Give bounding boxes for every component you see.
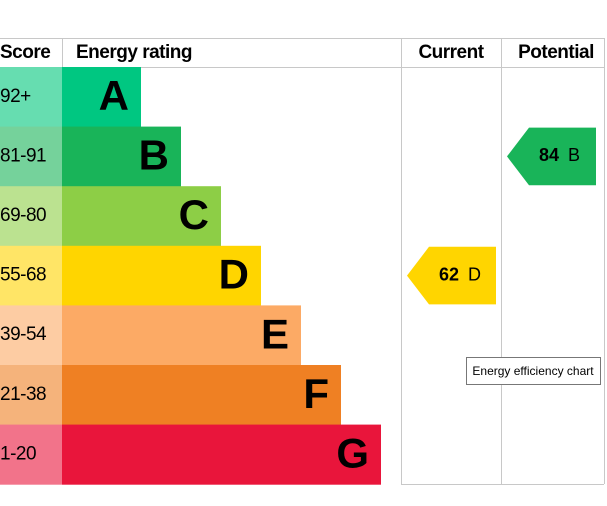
rating-letter: E	[261, 310, 289, 357]
rating-letter: B	[139, 131, 169, 178]
score-label: 1-20	[0, 443, 36, 464]
rating-bar	[62, 67, 141, 128]
potential-letter: B	[568, 145, 580, 165]
current-value: 62	[439, 264, 459, 284]
rating-letter: A	[99, 72, 129, 119]
tooltip-box	[466, 357, 601, 385]
current-letter: D	[468, 264, 481, 284]
rating-letter: F	[303, 370, 329, 417]
score-label: 39-54	[0, 324, 47, 345]
potential-value: 84	[539, 145, 559, 165]
score-label: 92+	[0, 86, 31, 107]
header-rating: Energy rating	[76, 42, 192, 63]
score-cell	[0, 245, 62, 306]
rating-letter: G	[336, 429, 369, 476]
score-cell	[0, 186, 62, 247]
rating-bar	[62, 424, 381, 485]
tooltip: Energy efficiency chart	[472, 364, 594, 378]
header-potential: Potential	[518, 42, 594, 63]
rating-bar	[62, 365, 341, 426]
rating-bar	[62, 126, 181, 187]
score-cell	[0, 424, 62, 485]
rating-bar	[62, 305, 301, 366]
header-score: Score	[0, 42, 50, 63]
rating-letter: C	[179, 191, 209, 238]
rating-bar	[62, 245, 261, 306]
potential-arrow	[507, 127, 596, 186]
score-label: 81-91	[0, 145, 46, 166]
score-label: 69-80	[0, 205, 46, 226]
score-cell	[0, 305, 62, 366]
score-cell	[0, 365, 62, 426]
current-arrow	[407, 246, 496, 305]
rating-bar	[62, 186, 221, 247]
rating-letter: D	[219, 251, 249, 298]
score-label: 21-38	[0, 384, 46, 405]
score-label: 55-68	[0, 265, 46, 286]
score-cell	[0, 67, 62, 128]
header-current: Current	[418, 42, 484, 63]
score-cell	[0, 126, 62, 187]
